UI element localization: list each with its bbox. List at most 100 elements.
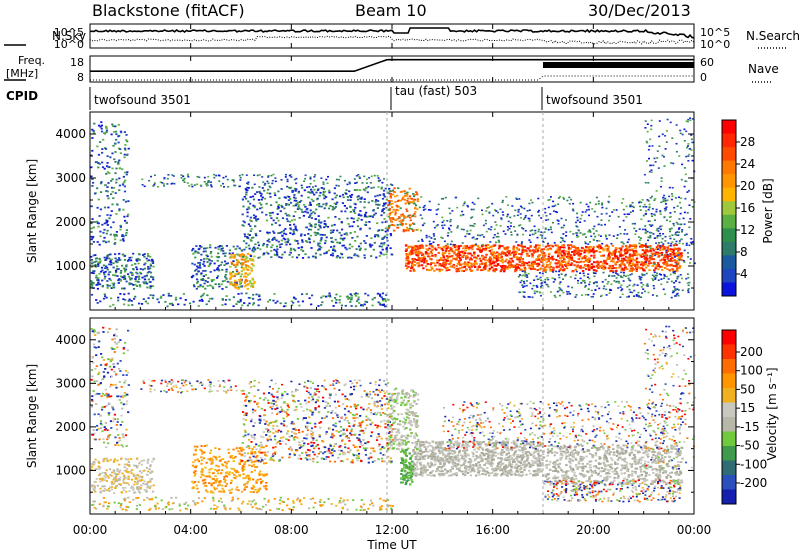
power-echo [286,195,289,198]
power-echo [105,296,108,299]
power-echo [626,296,629,298]
power-echo [200,273,203,276]
power-echo [117,282,120,284]
power-echo [652,258,656,261]
power-echo [671,241,674,243]
power-echo [365,235,368,237]
power-echo [598,251,602,253]
power-echo [243,221,246,224]
power-echo [209,262,212,265]
power-echo [333,245,336,248]
power-echo [137,262,140,265]
velocity-echo [140,460,143,462]
power-echo [247,223,250,226]
power-echo [380,252,383,255]
power-echo [359,228,362,231]
velocity-echo [125,374,128,376]
power-echo [499,260,502,263]
power-echo [476,234,479,236]
power-echo [653,199,656,201]
power-echo [538,257,541,260]
power-echo [485,253,488,256]
power-echo [90,175,93,178]
power-echo [200,295,203,298]
power-echo [546,264,549,266]
power-echo [620,289,623,292]
power-echo [538,268,541,271]
power-echo [237,254,240,257]
power-echo [152,185,155,187]
power-echo [115,213,118,215]
power-echo [644,254,647,257]
power-echo [112,144,115,147]
power-echo [587,205,590,208]
velocity-echo [136,474,139,476]
power-echo [544,227,547,229]
power-echo [375,203,378,206]
power-echo [323,252,326,255]
power-echo [98,257,101,260]
power-echo [675,240,678,243]
power-echo [497,211,499,214]
power-echo [671,291,674,294]
power-echo [415,191,418,193]
power-echo [128,282,131,285]
power-echo [595,269,598,272]
power-echo [358,245,361,248]
power-echo [429,258,432,260]
velocity-echo [113,366,116,368]
power-echo [271,211,274,214]
power-echo [435,248,438,251]
power-echo [304,174,307,177]
power-echo [500,266,504,269]
power-echo [533,268,536,271]
velocity-echo [122,489,125,492]
power-echo [531,249,534,252]
power-echo [631,258,635,261]
power-echo [429,209,432,211]
power-echo [99,283,102,286]
power-echo [91,262,94,265]
power-echo [572,209,575,212]
power-echo [648,224,651,226]
velocity-echo [117,341,120,344]
power-echo [676,234,679,236]
power-echo [348,243,352,246]
power-echo [669,253,672,256]
power-echo [564,264,567,266]
power-echo [300,184,303,187]
power-echo [373,241,376,244]
power-echo [452,250,455,253]
power-echo [354,203,357,206]
power-echo [180,174,183,176]
power-echo [577,258,580,261]
power-echo [592,246,595,249]
power-echo [203,176,206,179]
power-echo [346,183,349,186]
power-echo [619,254,622,257]
nsky-label: N.Sky [52,29,86,43]
power-echo [651,274,654,277]
power-echo [482,267,485,270]
velocity-echo [110,427,113,429]
power-echo [96,287,99,290]
power-echo [515,197,518,200]
velocity-echo [114,436,117,439]
power-echo [486,259,490,262]
power-echo [619,252,622,255]
power-echo [545,219,548,221]
power-echo [490,248,493,251]
power-echo [277,240,280,243]
power-echo [662,245,666,248]
power-echo [454,258,458,261]
power-echo [562,251,565,254]
power-echo [203,258,206,260]
power-echo [622,219,625,222]
power-echo [554,278,557,281]
velocity-echo [110,358,113,361]
power-echo [664,197,667,200]
power-echo [272,219,275,222]
power-echo [305,226,308,229]
power-echo [265,251,268,254]
power-echo [290,176,293,178]
